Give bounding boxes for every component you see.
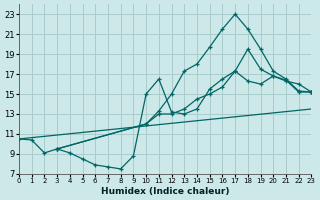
X-axis label: Humidex (Indice chaleur): Humidex (Indice chaleur) (101, 187, 229, 196)
